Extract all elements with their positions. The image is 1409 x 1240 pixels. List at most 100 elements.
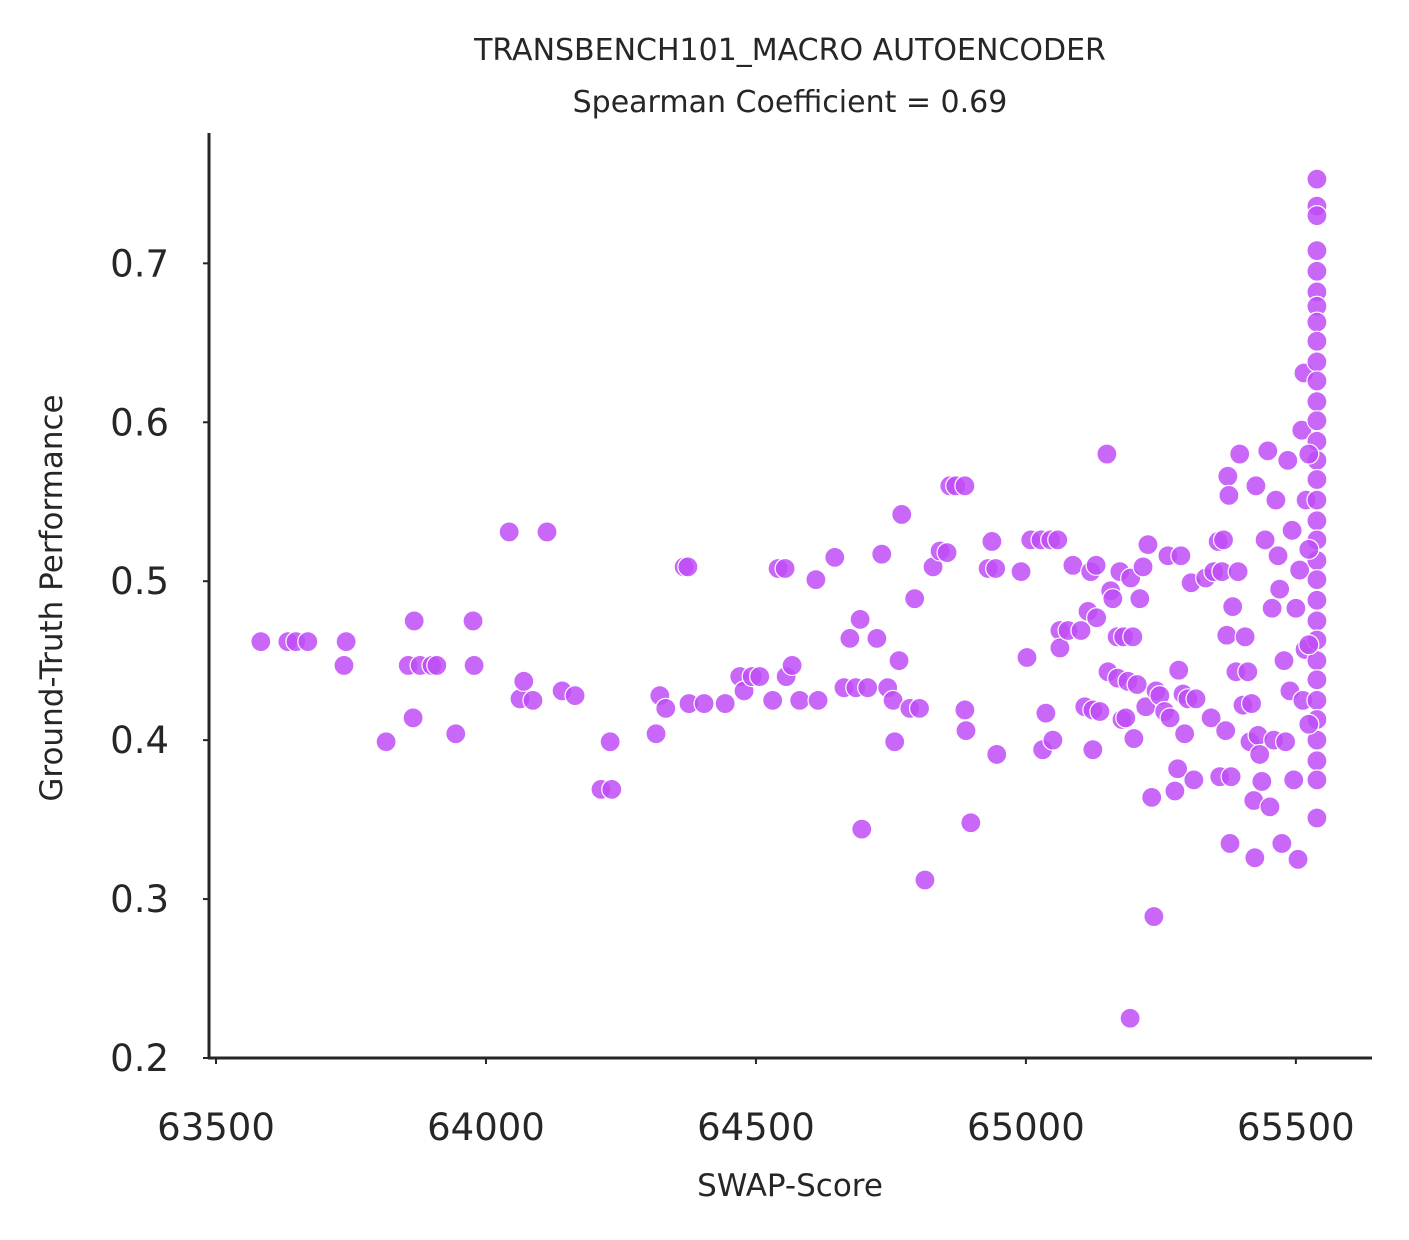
point — [403, 610, 425, 632]
point — [333, 654, 355, 677]
point — [1306, 569, 1328, 591]
point — [677, 556, 699, 578]
point — [1010, 561, 1032, 583]
point — [655, 697, 677, 719]
point — [781, 654, 803, 677]
point — [891, 503, 913, 526]
point — [749, 665, 771, 688]
point — [908, 697, 931, 719]
point — [888, 650, 910, 672]
point — [1168, 659, 1190, 681]
point — [1306, 589, 1328, 611]
chart-subtitle: Spearman Coefficient = 0.69 — [573, 85, 1008, 120]
point — [1126, 673, 1148, 696]
point — [645, 723, 667, 745]
point — [1298, 634, 1320, 656]
point — [1234, 626, 1256, 648]
chart-title: TRANSBENCH101_MACRO AUTOENCODER — [473, 33, 1106, 68]
point — [1222, 596, 1244, 618]
point — [335, 630, 357, 653]
point — [1217, 465, 1239, 487]
point — [1298, 538, 1320, 561]
point — [1229, 443, 1251, 465]
point — [693, 692, 715, 715]
point — [1265, 489, 1287, 511]
point — [1281, 519, 1303, 541]
point — [981, 530, 1003, 553]
point — [1306, 330, 1328, 352]
point — [1219, 832, 1241, 855]
point — [1306, 610, 1328, 632]
point — [601, 778, 623, 801]
point — [1271, 832, 1293, 855]
point — [849, 608, 871, 630]
point — [1298, 443, 1320, 465]
point — [884, 731, 906, 753]
point — [1174, 723, 1196, 745]
point — [1306, 240, 1328, 262]
x-tick-label: 63500 — [157, 1106, 275, 1149]
point — [866, 627, 888, 650]
y-tick-label: 0.4 — [110, 719, 169, 762]
point — [1062, 554, 1084, 576]
point — [1306, 769, 1328, 791]
point — [1183, 769, 1205, 791]
point — [1306, 750, 1328, 772]
point — [1306, 168, 1328, 190]
point — [1132, 556, 1154, 578]
point — [1200, 707, 1222, 729]
point — [955, 719, 977, 742]
point — [1082, 739, 1104, 761]
point — [1306, 370, 1328, 392]
point — [1227, 561, 1249, 583]
point — [1306, 807, 1328, 829]
point — [1042, 729, 1064, 751]
point — [1261, 597, 1283, 619]
point — [1237, 661, 1259, 683]
point — [1306, 669, 1328, 691]
point — [960, 812, 982, 834]
point — [402, 707, 424, 729]
point — [375, 731, 397, 753]
point — [1249, 743, 1271, 766]
point — [1170, 545, 1192, 567]
point — [1159, 707, 1181, 729]
point — [954, 699, 976, 721]
point — [513, 670, 535, 692]
point — [250, 630, 272, 653]
point — [1070, 619, 1092, 642]
point — [1016, 646, 1038, 669]
point — [1306, 390, 1328, 413]
point — [1047, 529, 1069, 551]
point — [904, 588, 926, 610]
point — [1275, 731, 1297, 753]
point — [445, 723, 467, 745]
point — [1212, 529, 1235, 551]
point — [1096, 443, 1118, 465]
point — [1215, 719, 1237, 742]
x-tick-label: 65000 — [967, 1106, 1085, 1149]
point — [1306, 410, 1328, 432]
point — [498, 521, 520, 543]
point — [714, 692, 736, 715]
point — [1273, 650, 1295, 672]
point — [536, 521, 558, 543]
point — [805, 569, 827, 591]
point — [1035, 702, 1057, 724]
point — [1102, 588, 1124, 610]
point — [1306, 311, 1328, 333]
point — [463, 654, 485, 677]
point — [1283, 769, 1305, 791]
y-axis-label: Ground-Truth Performance — [34, 394, 70, 801]
point — [1141, 786, 1163, 808]
point — [839, 627, 861, 650]
point — [1254, 529, 1276, 551]
x-tick-label: 64500 — [697, 1106, 815, 1149]
point — [1306, 468, 1328, 491]
point — [1240, 692, 1263, 715]
y-tick-label: 0.7 — [110, 242, 169, 285]
point — [1137, 534, 1159, 556]
point — [426, 654, 448, 677]
point — [599, 731, 621, 753]
point — [564, 685, 586, 707]
